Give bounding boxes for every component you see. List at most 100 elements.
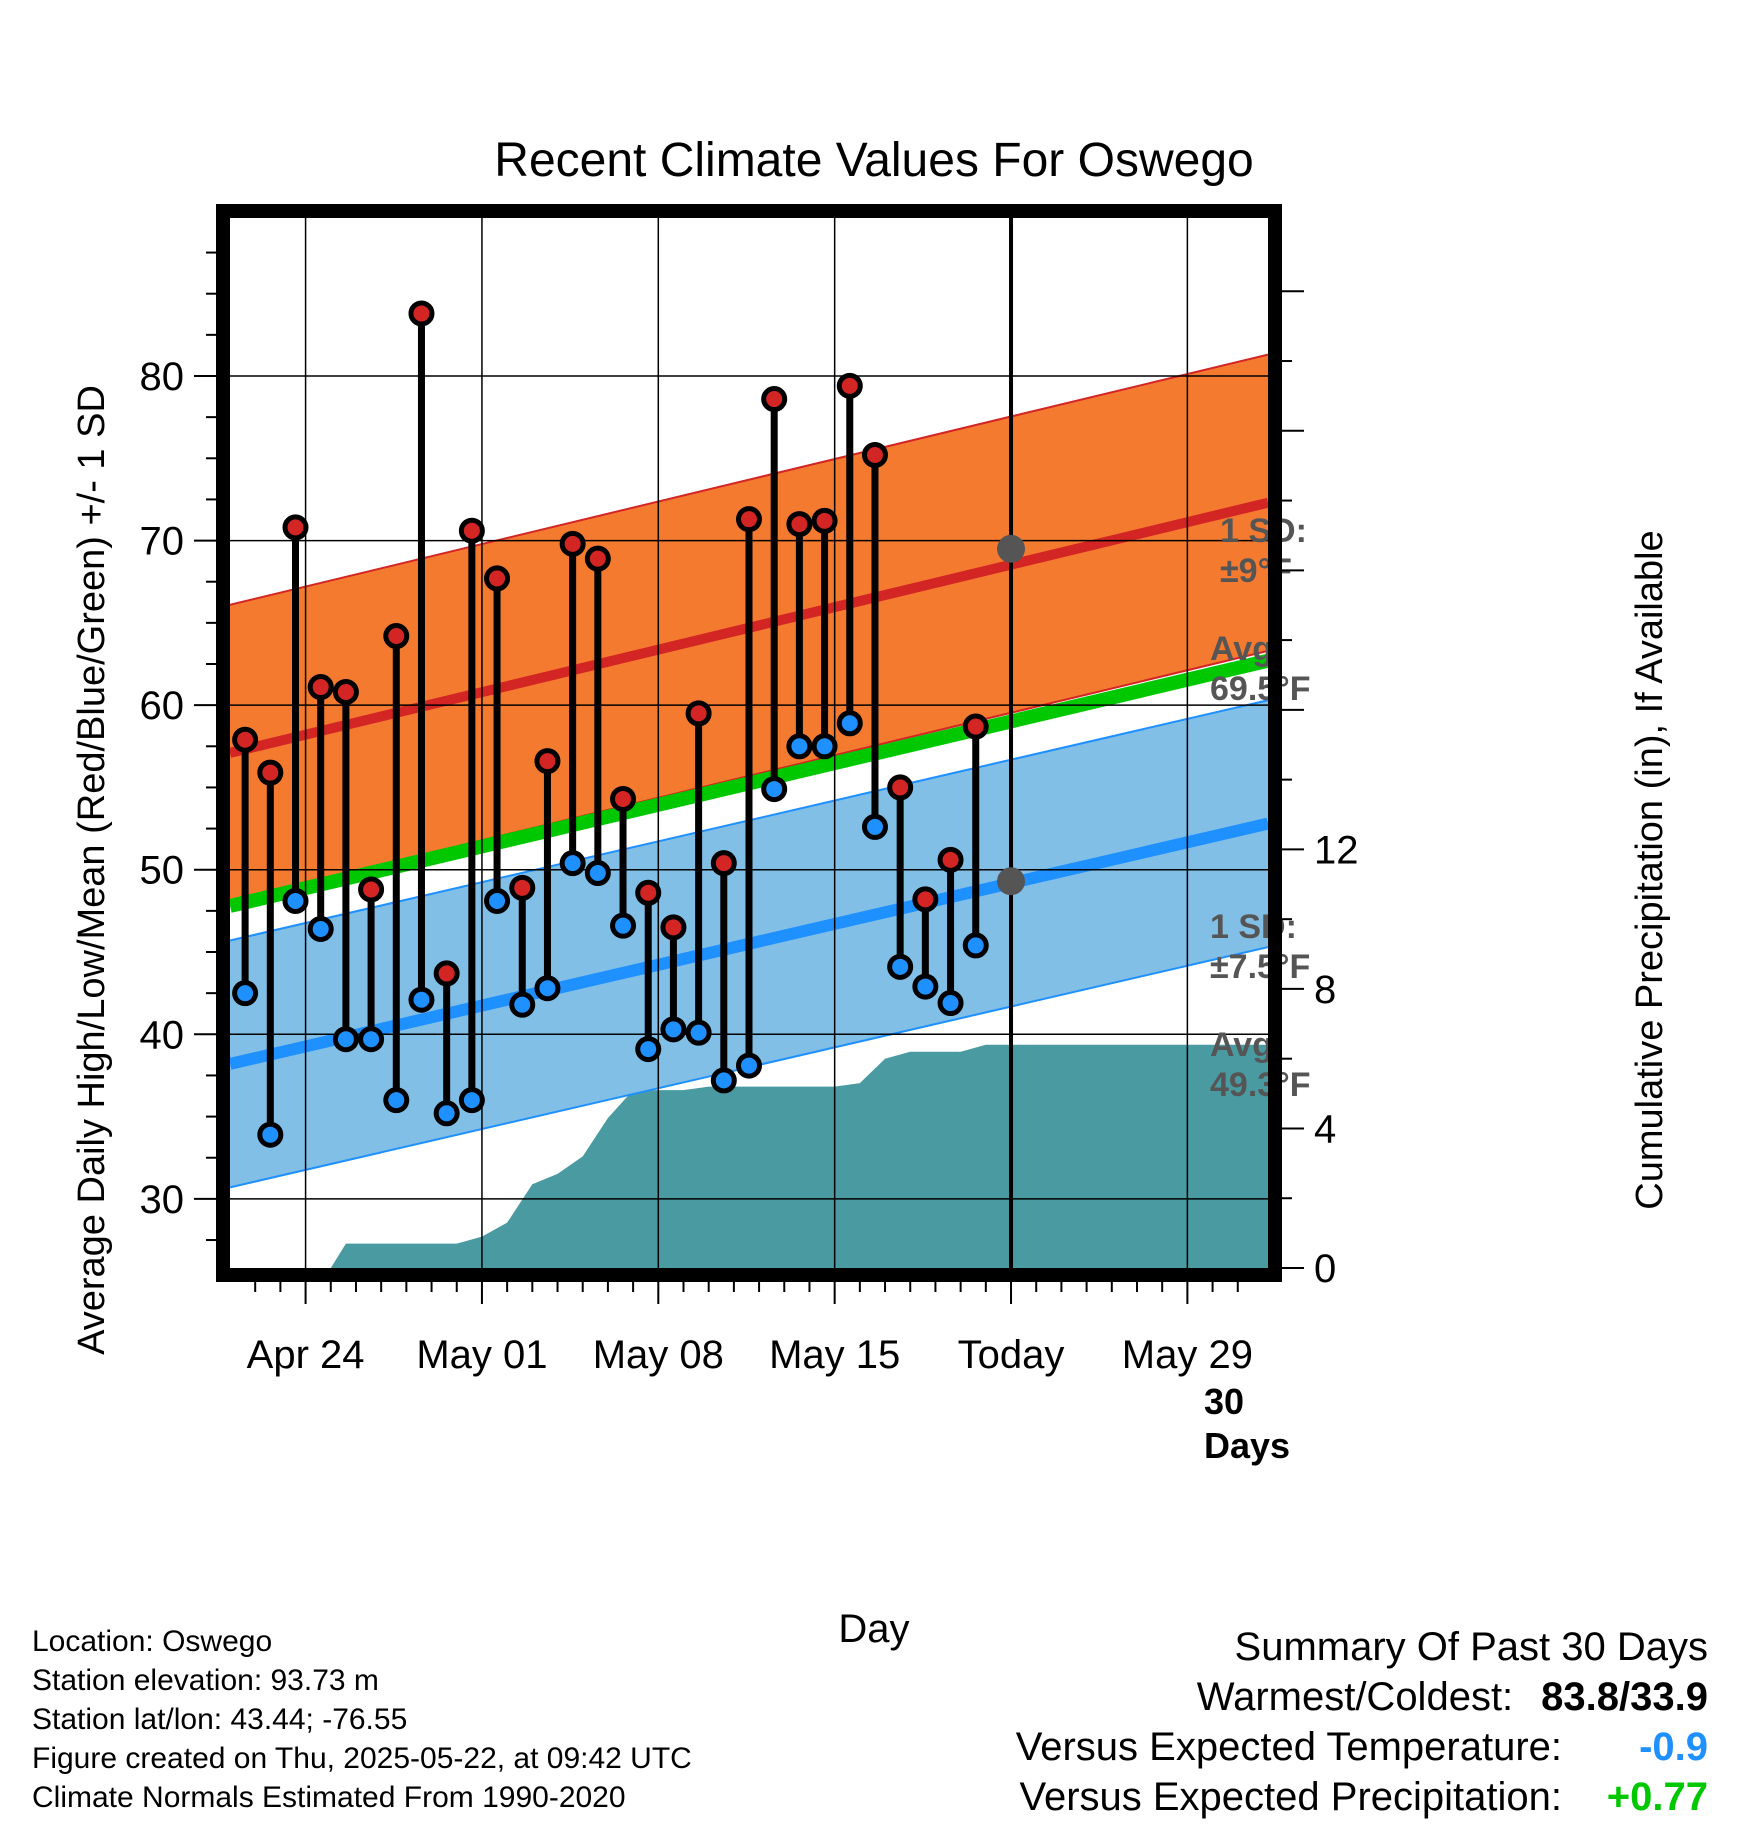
- precipitation-fill: [230, 1044, 1268, 1268]
- high-marker: [559, 530, 586, 557]
- temp-label: Versus Expected Temperature:: [1015, 1725, 1562, 1769]
- high-marker: [484, 565, 511, 592]
- y-axis-label-right: Cumulative Precipitation (in), If Availa…: [1629, 530, 1671, 1209]
- low-marker: [559, 850, 586, 877]
- low-marker: [307, 915, 334, 942]
- x-axis-label: Day: [838, 1607, 909, 1651]
- high-marker: [282, 514, 309, 541]
- high-upper-sd-line: [230, 353, 1268, 606]
- low-marker: [433, 1100, 460, 1127]
- high-marker: [887, 774, 914, 801]
- high-marker: [358, 876, 385, 903]
- low-marker: [584, 860, 611, 887]
- y-tick-label: 60: [140, 684, 185, 728]
- low-marker: [811, 733, 838, 760]
- low-sd-label-2: ±7.5°F: [1210, 948, 1310, 986]
- warm-cold-label: Warmest/Coldest:: [1196, 1675, 1514, 1719]
- low-marker: [660, 1016, 687, 1043]
- high-marker: [861, 441, 888, 468]
- precip-value: +0.77: [1606, 1775, 1708, 1819]
- y2-tick-label: 12: [1314, 828, 1359, 872]
- low-marker: [408, 986, 435, 1013]
- low-sd-label-1: 1 SD:: [1210, 908, 1297, 946]
- station-info: Location: Oswego Station elevation: 93.7…: [32, 1622, 692, 1817]
- created-text: Figure created on Thu, 2025-05-22, at 09…: [32, 1742, 692, 1775]
- high-marker: [811, 507, 838, 534]
- high-marker: [635, 879, 662, 906]
- high-marker: [383, 623, 410, 650]
- low-marker: [534, 975, 561, 1002]
- today-avg-high-marker: [997, 534, 1026, 563]
- summary-heading: Summary Of Past 30 Days: [1234, 1625, 1708, 1669]
- chart-title: Recent Climate Values For Oswego: [494, 134, 1253, 187]
- days-label-1: 30: [1204, 1381, 1244, 1422]
- y-tick-label: 30: [140, 1178, 185, 1222]
- low-marker: [861, 813, 888, 840]
- high-marker: [332, 678, 359, 705]
- plot-border: [216, 204, 1282, 1282]
- high-marker: [610, 785, 637, 812]
- summary-panel: Summary Of Past 30 Days Warmest/Coldest:…: [1016, 1622, 1708, 1822]
- x-tick-label: May 01: [416, 1333, 547, 1377]
- precipitation-area: [230, 1044, 1268, 1268]
- summary-precip: Versus Expected Precipitation: +0.77: [1016, 1772, 1708, 1822]
- low-marker: [509, 991, 536, 1018]
- low-marker: [786, 733, 813, 760]
- x-tick-label: May 08: [593, 1333, 724, 1377]
- daily-markers: [232, 300, 1026, 1148]
- low-marker: [685, 1019, 712, 1046]
- high-marker: [736, 506, 762, 533]
- low-marker: [937, 990, 964, 1017]
- low-marker: [887, 953, 914, 980]
- high-marker: [685, 700, 712, 727]
- low-marker: [232, 980, 259, 1007]
- high-marker: [584, 545, 611, 572]
- summary-temp: Versus Expected Temperature: -0.9: [1016, 1722, 1708, 1772]
- high-marker: [509, 874, 536, 901]
- elevation-text: Station elevation: 93.73 m: [32, 1664, 379, 1697]
- high-marker: [836, 372, 863, 399]
- high-marker: [307, 674, 334, 701]
- temp-value: -0.9: [1639, 1725, 1708, 1769]
- warm-cold-value: 83.8/33.9: [1541, 1675, 1708, 1719]
- low-marker: [358, 1026, 385, 1053]
- days-label-2: Days: [1204, 1425, 1290, 1466]
- high-marker: [962, 713, 989, 740]
- plot-frame: [216, 204, 1282, 1282]
- low-marker: [383, 1087, 410, 1114]
- y2-tick-label: 4: [1314, 1107, 1336, 1151]
- y-tick-label: 80: [140, 355, 185, 399]
- x-tick-label: Today: [958, 1333, 1065, 1377]
- x-tick-label: Apr 24: [247, 1333, 365, 1377]
- y2-tick-label: 8: [1314, 968, 1336, 1012]
- high-marker: [534, 748, 561, 775]
- normals-text: Climate Normals Estimated From 1990-2020: [32, 1781, 626, 1814]
- today-avg-low-marker: [997, 867, 1026, 896]
- axes: 30 40 50 60 70 80 0 4 8 12 Apr 24 May 01 May 08 May 1…: [140, 251, 1359, 1377]
- low-marker: [610, 912, 637, 939]
- low-marker: [635, 1036, 662, 1063]
- high-marker: [761, 386, 788, 413]
- y2-tick-label: 0: [1314, 1247, 1336, 1291]
- low-marker: [761, 776, 788, 803]
- location-text: Location: Oswego: [32, 1625, 273, 1658]
- high-sd-label-1: 1 SD:: [1220, 512, 1307, 550]
- low-marker: [458, 1087, 485, 1114]
- summary-warm-cold: Warmest/Coldest: 83.8/33.9: [1016, 1672, 1708, 1722]
- low-avg-label-2: 49.3°F: [1210, 1066, 1311, 1104]
- low-marker: [836, 710, 863, 737]
- latlon-text: Station lat/lon: 43.44; -76.55: [32, 1703, 408, 1736]
- precip-label: Versus Expected Precipitation:: [1019, 1775, 1562, 1819]
- high-marker: [232, 726, 259, 753]
- high-marker: [912, 886, 939, 913]
- high-marker: [660, 914, 687, 941]
- low-marker: [912, 973, 939, 1000]
- high-marker: [937, 846, 964, 873]
- high-marker: [408, 300, 435, 327]
- high-marker: [433, 960, 460, 987]
- y-axis-label-left: Average Daily High/Low/Mean (Red/Blue/Gr…: [71, 385, 113, 1355]
- daily-range-stems: [241, 313, 980, 1135]
- low-marker: [332, 1026, 359, 1053]
- high-marker: [458, 517, 485, 544]
